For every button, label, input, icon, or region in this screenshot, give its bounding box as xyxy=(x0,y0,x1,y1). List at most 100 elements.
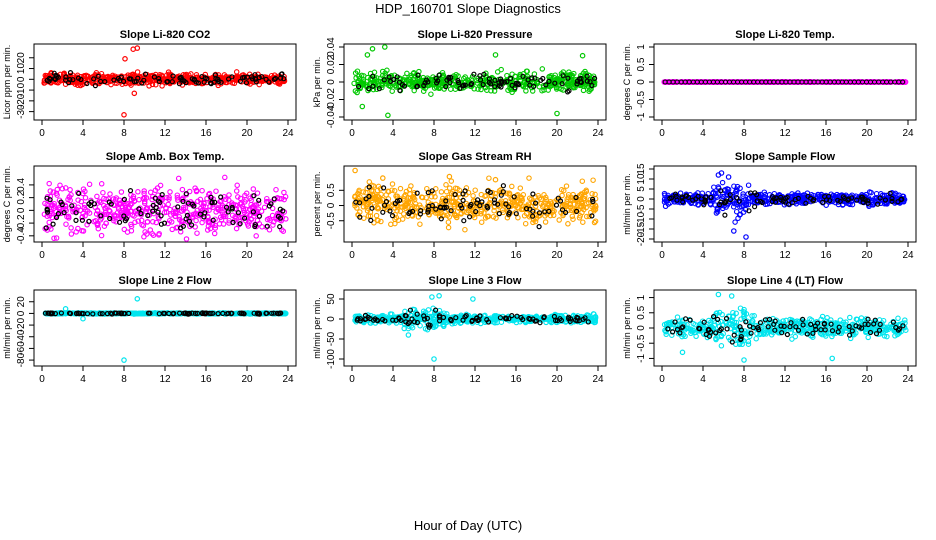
data-point xyxy=(498,66,504,73)
x-tick-label: 12 xyxy=(779,128,791,139)
data-point-black xyxy=(281,76,287,82)
data-point-black xyxy=(277,224,283,230)
data-point xyxy=(448,178,455,184)
data-points xyxy=(352,292,599,362)
data-point xyxy=(67,187,73,193)
outlier-point xyxy=(131,90,138,97)
outlier-point xyxy=(725,174,732,180)
x-tick-label: 0 xyxy=(659,250,665,261)
x-tick-label: 8 xyxy=(431,128,437,139)
data-point-black xyxy=(50,221,56,227)
data-point xyxy=(445,219,452,225)
data-point xyxy=(134,69,141,75)
x-tick-label: 8 xyxy=(121,374,127,385)
data-point-black xyxy=(46,75,53,82)
data-point-black xyxy=(183,79,189,86)
data-point xyxy=(100,189,106,196)
x-tick-label: 16 xyxy=(200,374,212,385)
x-tick-label: 4 xyxy=(80,250,86,261)
data-point xyxy=(74,72,81,79)
data-point xyxy=(569,213,576,220)
outlier-point xyxy=(381,44,388,50)
y-axis-label: ml/min per min. xyxy=(312,297,322,359)
data-point xyxy=(384,67,390,74)
y-tick-label: -0.2 xyxy=(16,214,27,232)
y-axis-label: ml/min per min. xyxy=(2,297,12,359)
x-tick-label: 4 xyxy=(80,374,86,385)
y-tick-label: -30 xyxy=(16,104,27,119)
figure-x-label: Hour of Day (UTC) xyxy=(414,518,522,533)
data-point xyxy=(472,187,478,193)
y-tick-label: 10 xyxy=(16,63,27,75)
y-tick-label: 0.04 xyxy=(326,37,337,57)
data-point-black xyxy=(380,209,386,215)
y-tick-label: 0 xyxy=(326,202,337,208)
y-tick-label: -20 xyxy=(16,93,27,108)
data-points xyxy=(661,79,909,85)
data-point xyxy=(509,183,515,190)
y-axis-label: percent per min. xyxy=(312,171,322,236)
data-point-black xyxy=(142,71,149,77)
data-point xyxy=(590,177,596,183)
x-tick-label: 20 xyxy=(861,128,873,139)
x-tick-label: 0 xyxy=(39,374,45,385)
y-tick-label: 0.4 xyxy=(16,178,27,192)
data-point-black xyxy=(73,217,79,223)
y-tick-label: 0 xyxy=(636,196,647,202)
y-tick-label: -5 xyxy=(636,204,647,213)
data-point-black xyxy=(170,73,176,79)
data-points xyxy=(41,45,288,118)
x-tick-label: 20 xyxy=(551,250,563,261)
panel-title: Slope Li-820 Temp. xyxy=(735,29,834,41)
data-point-black xyxy=(722,212,728,218)
data-point xyxy=(447,86,454,92)
data-point xyxy=(68,225,74,231)
data-point-black xyxy=(368,217,374,223)
data-point-black xyxy=(500,183,506,189)
data-point xyxy=(107,191,113,197)
y-tick-label: -1 xyxy=(636,112,647,121)
outlier-point xyxy=(134,45,141,51)
y-tick-label: 0 xyxy=(16,310,27,316)
data-point-black xyxy=(92,82,99,89)
data-point xyxy=(404,70,410,77)
x-tick-label: 16 xyxy=(510,250,522,261)
data-point-black xyxy=(271,76,277,82)
y-tick-label: 1 xyxy=(636,44,647,50)
data-point xyxy=(213,188,219,194)
x-tick-label: 8 xyxy=(431,250,437,261)
data-point-black xyxy=(191,77,197,83)
data-point-black xyxy=(259,74,265,80)
y-axis-label: degrees C per min. xyxy=(622,44,632,121)
data-point xyxy=(526,175,532,181)
data-point xyxy=(522,220,529,227)
panel-title: Slope Amb. Box Temp. xyxy=(106,151,225,163)
outlier-point xyxy=(359,103,366,110)
data-point-black xyxy=(91,76,97,82)
data-point xyxy=(745,182,752,188)
x-tick-label: 8 xyxy=(741,250,747,261)
y-tick-label: 0.5 xyxy=(636,57,647,71)
x-tick-label: 8 xyxy=(121,128,127,139)
data-points xyxy=(42,295,289,363)
data-point-black xyxy=(141,77,147,83)
data-point-black xyxy=(278,75,284,81)
data-point xyxy=(517,185,524,191)
data-point-black xyxy=(156,78,162,85)
data-point-black xyxy=(126,76,133,82)
y-axis-label: ml/min per min. xyxy=(622,173,632,235)
data-point xyxy=(400,211,407,217)
data-point xyxy=(183,236,190,242)
data-point xyxy=(188,71,194,77)
outlier-point xyxy=(385,112,391,119)
data-point xyxy=(539,66,546,72)
x-tick-label: 16 xyxy=(820,128,832,139)
data-point-black xyxy=(195,80,201,86)
y-tick-label: -50 xyxy=(326,331,337,346)
x-tick-label: 4 xyxy=(700,128,706,139)
y-tick-label: 0.02 xyxy=(326,54,337,74)
